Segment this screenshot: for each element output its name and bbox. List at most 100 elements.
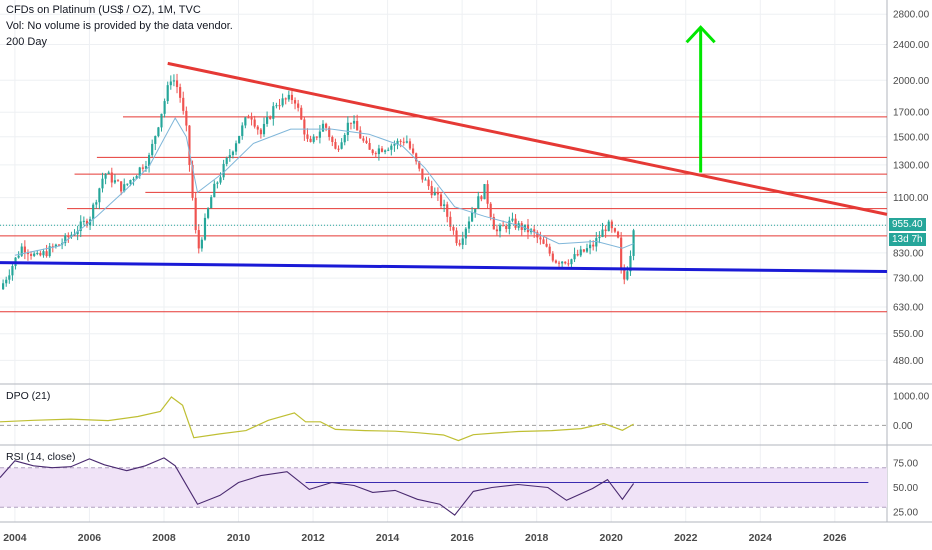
candle-body [427, 179, 430, 187]
candle-body [349, 122, 353, 124]
candle-body [154, 136, 157, 144]
candle-body [278, 105, 281, 107]
candle-body [461, 238, 464, 245]
candle-body [104, 173, 107, 179]
candle-body [365, 140, 368, 144]
candle-body [179, 87, 182, 98]
candle-body [325, 123, 328, 128]
candle-body [126, 183, 129, 185]
candle-body [216, 182, 219, 184]
candles [2, 73, 635, 290]
candle-body [213, 183, 216, 198]
candle-body [135, 176, 138, 179]
candle-body [51, 246, 54, 248]
candle-body [356, 120, 359, 131]
candle-body [548, 246, 551, 254]
x-tick-label: 2014 [376, 532, 400, 544]
candle-body [266, 116, 269, 124]
candle-body [234, 143, 238, 152]
candle-body [250, 117, 253, 120]
candle-body [384, 150, 387, 152]
candle-body [17, 255, 20, 258]
candle-body [498, 225, 502, 232]
candle-body [287, 94, 290, 100]
candle-body [76, 231, 79, 235]
candle-body [474, 208, 477, 213]
candle-body [67, 235, 70, 238]
candle-body [443, 204, 446, 206]
candle-body [492, 217, 495, 230]
target-arrow-head [685, 25, 716, 44]
candle-body [210, 197, 213, 209]
y-tick-label: 1300.00 [893, 160, 930, 171]
candle-body [26, 252, 30, 255]
candle-body [601, 229, 604, 238]
y-tick-label: 730.00 [893, 274, 924, 285]
candle-body [377, 148, 380, 155]
candle-body [244, 117, 247, 126]
candle-body [172, 80, 176, 82]
candle-body [340, 142, 343, 149]
candle-body [433, 192, 436, 196]
candle-body [39, 252, 42, 256]
x-tick-label: 2022 [674, 532, 698, 544]
rsi-y-tick-label: 75.00 [893, 458, 918, 469]
y-tick-label: 2800.00 [893, 10, 930, 21]
x-tick-label: 2010 [227, 532, 251, 544]
candle-body [79, 221, 82, 232]
candle-body [589, 244, 592, 249]
candle-body [623, 268, 626, 280]
candle-body [92, 204, 95, 220]
candle-body [203, 217, 207, 240]
candle-body [123, 184, 126, 192]
long-term-support-trendline [0, 261, 888, 274]
candle-body [573, 254, 576, 260]
x-tick-label: 2016 [450, 532, 474, 544]
candle-body [629, 255, 632, 272]
candle-body [632, 230, 635, 256]
candle-body [275, 105, 278, 107]
ma-label: 200 Day [6, 36, 47, 48]
candle-body [359, 130, 362, 139]
chart-title: CFDs on Platinum (US$ / OZ), 1M, TVC [6, 4, 201, 16]
candle-body [371, 149, 374, 154]
candle-body [526, 224, 530, 233]
candle-body [343, 134, 346, 143]
candle-body [290, 94, 294, 101]
candle-body [393, 144, 396, 146]
candle-body [101, 178, 104, 189]
candle-body [85, 220, 89, 226]
x-tick-label: 2012 [301, 532, 325, 544]
y-tick-label: 2400.00 [893, 40, 930, 51]
candle-body [315, 136, 318, 138]
candle-body [238, 135, 241, 144]
candle-body [284, 98, 287, 100]
candle-body [328, 127, 331, 137]
candle-body [334, 141, 337, 149]
x-tick-label: 2008 [152, 532, 176, 544]
candle-body [272, 106, 275, 119]
candle-body [228, 155, 231, 158]
candle-body [387, 149, 390, 151]
candle-body [147, 155, 151, 167]
x-tick-label: 2020 [600, 532, 624, 544]
rsi-y-tick-label: 50.00 [893, 483, 918, 494]
candle-body [439, 194, 443, 206]
candle-body [514, 218, 517, 228]
candle-body [598, 237, 601, 239]
candle-body [281, 98, 284, 106]
candle-body [200, 239, 203, 249]
candle-body [399, 140, 402, 142]
candle-body [446, 204, 449, 217]
candle-body [570, 259, 573, 265]
candle-body [536, 232, 539, 238]
x-tick-label: 2006 [78, 532, 102, 544]
y-tick-label: 480.00 [893, 356, 924, 367]
candle-body [477, 196, 480, 209]
candle-body [502, 225, 505, 227]
y-tick-label: 1700.00 [893, 108, 930, 119]
candle-body [175, 80, 179, 88]
candle-body [483, 184, 486, 200]
